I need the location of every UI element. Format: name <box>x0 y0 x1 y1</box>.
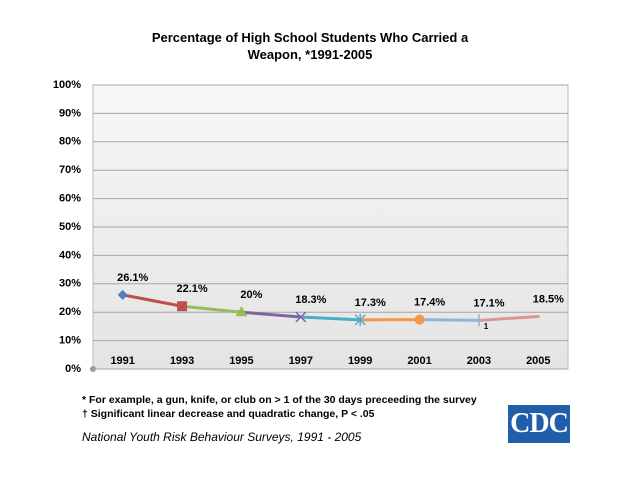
data-label: 17.1% <box>473 297 504 309</box>
marker <box>117 289 128 300</box>
source: National Youth Risk Behaviour Surveys, 1… <box>82 430 362 444</box>
x-tick-label: 2003 <box>467 355 491 367</box>
annotation: 1 <box>484 322 489 331</box>
data-label: 26.1% <box>117 272 148 284</box>
chart-title: Percentage of High School Students Who C… <box>151 30 469 62</box>
marker <box>235 306 248 317</box>
data-label: 20% <box>240 289 262 301</box>
marker <box>177 301 188 312</box>
y-tick-label: 30% <box>59 278 81 290</box>
y-tick-label: 100% <box>53 79 81 91</box>
marker <box>414 314 425 325</box>
line-segment <box>122 293 183 308</box>
x-tick-label: 1995 <box>229 355 253 367</box>
x-tick-label: 1999 <box>348 355 372 367</box>
y-tick-label: 0% <box>65 363 81 375</box>
footnote: * For example, a gun, knife, or club on … <box>82 394 477 406</box>
x-tick-label: 1991 <box>110 355 134 367</box>
data-label: 22.1% <box>176 283 207 295</box>
line-segment <box>419 318 479 322</box>
marker <box>536 314 540 318</box>
y-tick-label: 20% <box>59 306 81 318</box>
y-tick-label: 70% <box>59 164 81 176</box>
y-tick-label: 40% <box>59 249 81 261</box>
marker <box>295 311 307 323</box>
y-tick-label: 50% <box>59 221 81 233</box>
data-label: 17.3% <box>355 297 386 309</box>
x-tick-label: 1993 <box>170 355 194 367</box>
line-segment <box>181 304 242 314</box>
x-tick-label: 1997 <box>289 355 313 367</box>
line-segment <box>300 315 361 322</box>
y-tick-label: 10% <box>59 335 81 347</box>
y-tick-label: 80% <box>59 136 81 148</box>
data-label: 18.5% <box>533 293 564 305</box>
marker <box>354 313 366 326</box>
y-tick-label: 60% <box>59 193 81 205</box>
data-label: 17.4% <box>414 296 445 308</box>
y-tick-label: 90% <box>59 107 81 119</box>
data-label: 18.3% <box>295 294 326 306</box>
line-segment <box>478 314 539 322</box>
logo: CDC <box>508 405 570 443</box>
marker <box>473 314 484 327</box>
x-tick-label: 2005 <box>526 355 550 367</box>
line-segment <box>241 310 301 319</box>
x-tick-label: 2001 <box>407 355 431 367</box>
footnote: † Significant linear decrease and quadra… <box>82 408 375 420</box>
